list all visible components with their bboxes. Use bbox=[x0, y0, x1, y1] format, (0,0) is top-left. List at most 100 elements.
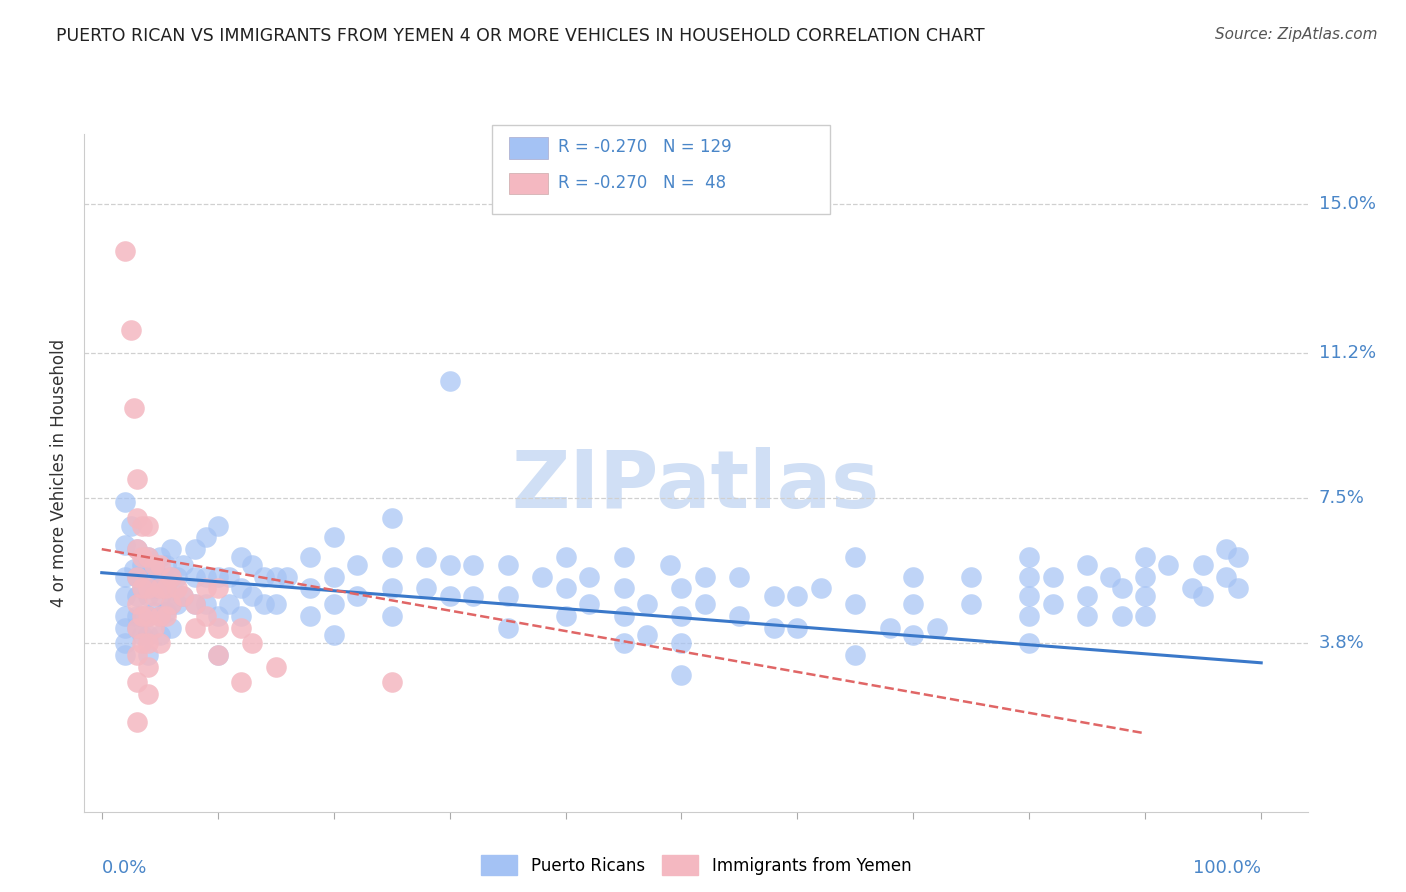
Text: 100.0%: 100.0% bbox=[1194, 859, 1261, 877]
Point bbox=[149, 636, 172, 650]
Point bbox=[149, 569, 172, 583]
Point bbox=[122, 401, 145, 416]
Point bbox=[125, 569, 148, 583]
Point bbox=[207, 648, 229, 662]
Point bbox=[636, 597, 658, 611]
Point bbox=[136, 608, 159, 623]
Point bbox=[114, 648, 136, 662]
Point bbox=[763, 589, 786, 603]
Point bbox=[1227, 582, 1250, 596]
Point bbox=[131, 558, 153, 572]
Point bbox=[183, 597, 205, 611]
Point bbox=[1111, 608, 1133, 623]
Point bbox=[155, 608, 177, 623]
Point bbox=[264, 597, 287, 611]
Point bbox=[381, 675, 404, 690]
Point bbox=[122, 562, 145, 576]
Point bbox=[1192, 589, 1215, 603]
Point bbox=[728, 608, 751, 623]
Y-axis label: 4 or more Vehicles in Household: 4 or more Vehicles in Household bbox=[51, 339, 69, 607]
Point bbox=[903, 569, 925, 583]
Point bbox=[763, 621, 786, 635]
Text: 11.2%: 11.2% bbox=[1319, 344, 1376, 362]
Point bbox=[671, 636, 693, 650]
Point bbox=[276, 569, 298, 583]
Point bbox=[671, 582, 693, 596]
Point bbox=[136, 687, 159, 701]
Legend: Puerto Ricans, Immigrants from Yemen: Puerto Ricans, Immigrants from Yemen bbox=[474, 849, 918, 881]
Point bbox=[786, 589, 808, 603]
Point bbox=[136, 549, 159, 564]
Point bbox=[155, 605, 177, 619]
Point bbox=[218, 597, 240, 611]
Point bbox=[114, 621, 136, 635]
Point bbox=[131, 608, 153, 623]
Point bbox=[131, 608, 153, 623]
Point bbox=[207, 582, 229, 596]
Point bbox=[1215, 569, 1237, 583]
Point bbox=[496, 589, 519, 603]
Point bbox=[131, 582, 153, 596]
Point bbox=[578, 569, 600, 583]
Point bbox=[142, 558, 165, 572]
Point bbox=[299, 608, 322, 623]
Point bbox=[439, 374, 461, 388]
Point bbox=[183, 597, 205, 611]
Point bbox=[253, 597, 276, 611]
Point bbox=[322, 597, 344, 611]
Point bbox=[114, 569, 136, 583]
Point bbox=[1018, 569, 1040, 583]
Point bbox=[903, 628, 925, 642]
Point bbox=[166, 597, 188, 611]
Point bbox=[207, 621, 229, 635]
Point bbox=[172, 558, 194, 572]
Point bbox=[554, 549, 576, 564]
Point bbox=[136, 648, 159, 662]
Point bbox=[136, 589, 159, 603]
Point bbox=[728, 569, 751, 583]
Point bbox=[1227, 549, 1250, 564]
Point bbox=[1018, 589, 1040, 603]
Point bbox=[136, 549, 159, 564]
Point bbox=[1099, 569, 1122, 583]
Point bbox=[960, 569, 983, 583]
Point bbox=[1076, 608, 1098, 623]
Point bbox=[142, 621, 165, 635]
Point bbox=[903, 597, 925, 611]
Point bbox=[114, 244, 136, 259]
Point bbox=[125, 472, 148, 486]
Point bbox=[1135, 549, 1157, 564]
Point bbox=[844, 648, 866, 662]
Point bbox=[120, 323, 142, 337]
Point bbox=[1076, 589, 1098, 603]
Point bbox=[346, 589, 368, 603]
Point bbox=[844, 549, 866, 564]
Point bbox=[131, 636, 153, 650]
Point bbox=[229, 608, 252, 623]
Point bbox=[1042, 597, 1064, 611]
Text: PUERTO RICAN VS IMMIGRANTS FROM YEMEN 4 OR MORE VEHICLES IN HOUSEHOLD CORRELATIO: PUERTO RICAN VS IMMIGRANTS FROM YEMEN 4 … bbox=[56, 27, 984, 45]
Point bbox=[381, 549, 404, 564]
Text: 7.5%: 7.5% bbox=[1319, 489, 1365, 508]
Point bbox=[242, 558, 264, 572]
Text: R = -0.270   N = 129: R = -0.270 N = 129 bbox=[558, 138, 731, 156]
Point bbox=[636, 628, 658, 642]
Point bbox=[322, 530, 344, 544]
Point bbox=[693, 569, 716, 583]
Point bbox=[264, 569, 287, 583]
Point bbox=[381, 608, 404, 623]
Point bbox=[183, 542, 205, 557]
Point bbox=[612, 549, 634, 564]
Point bbox=[172, 589, 194, 603]
Point bbox=[183, 621, 205, 635]
Point bbox=[612, 608, 634, 623]
Text: 0.0%: 0.0% bbox=[101, 859, 148, 877]
Point bbox=[218, 569, 240, 583]
Point bbox=[142, 582, 165, 596]
Point bbox=[166, 582, 188, 596]
Point bbox=[207, 569, 229, 583]
Point bbox=[242, 589, 264, 603]
Point bbox=[125, 714, 148, 729]
Point bbox=[242, 636, 264, 650]
Point bbox=[114, 538, 136, 552]
